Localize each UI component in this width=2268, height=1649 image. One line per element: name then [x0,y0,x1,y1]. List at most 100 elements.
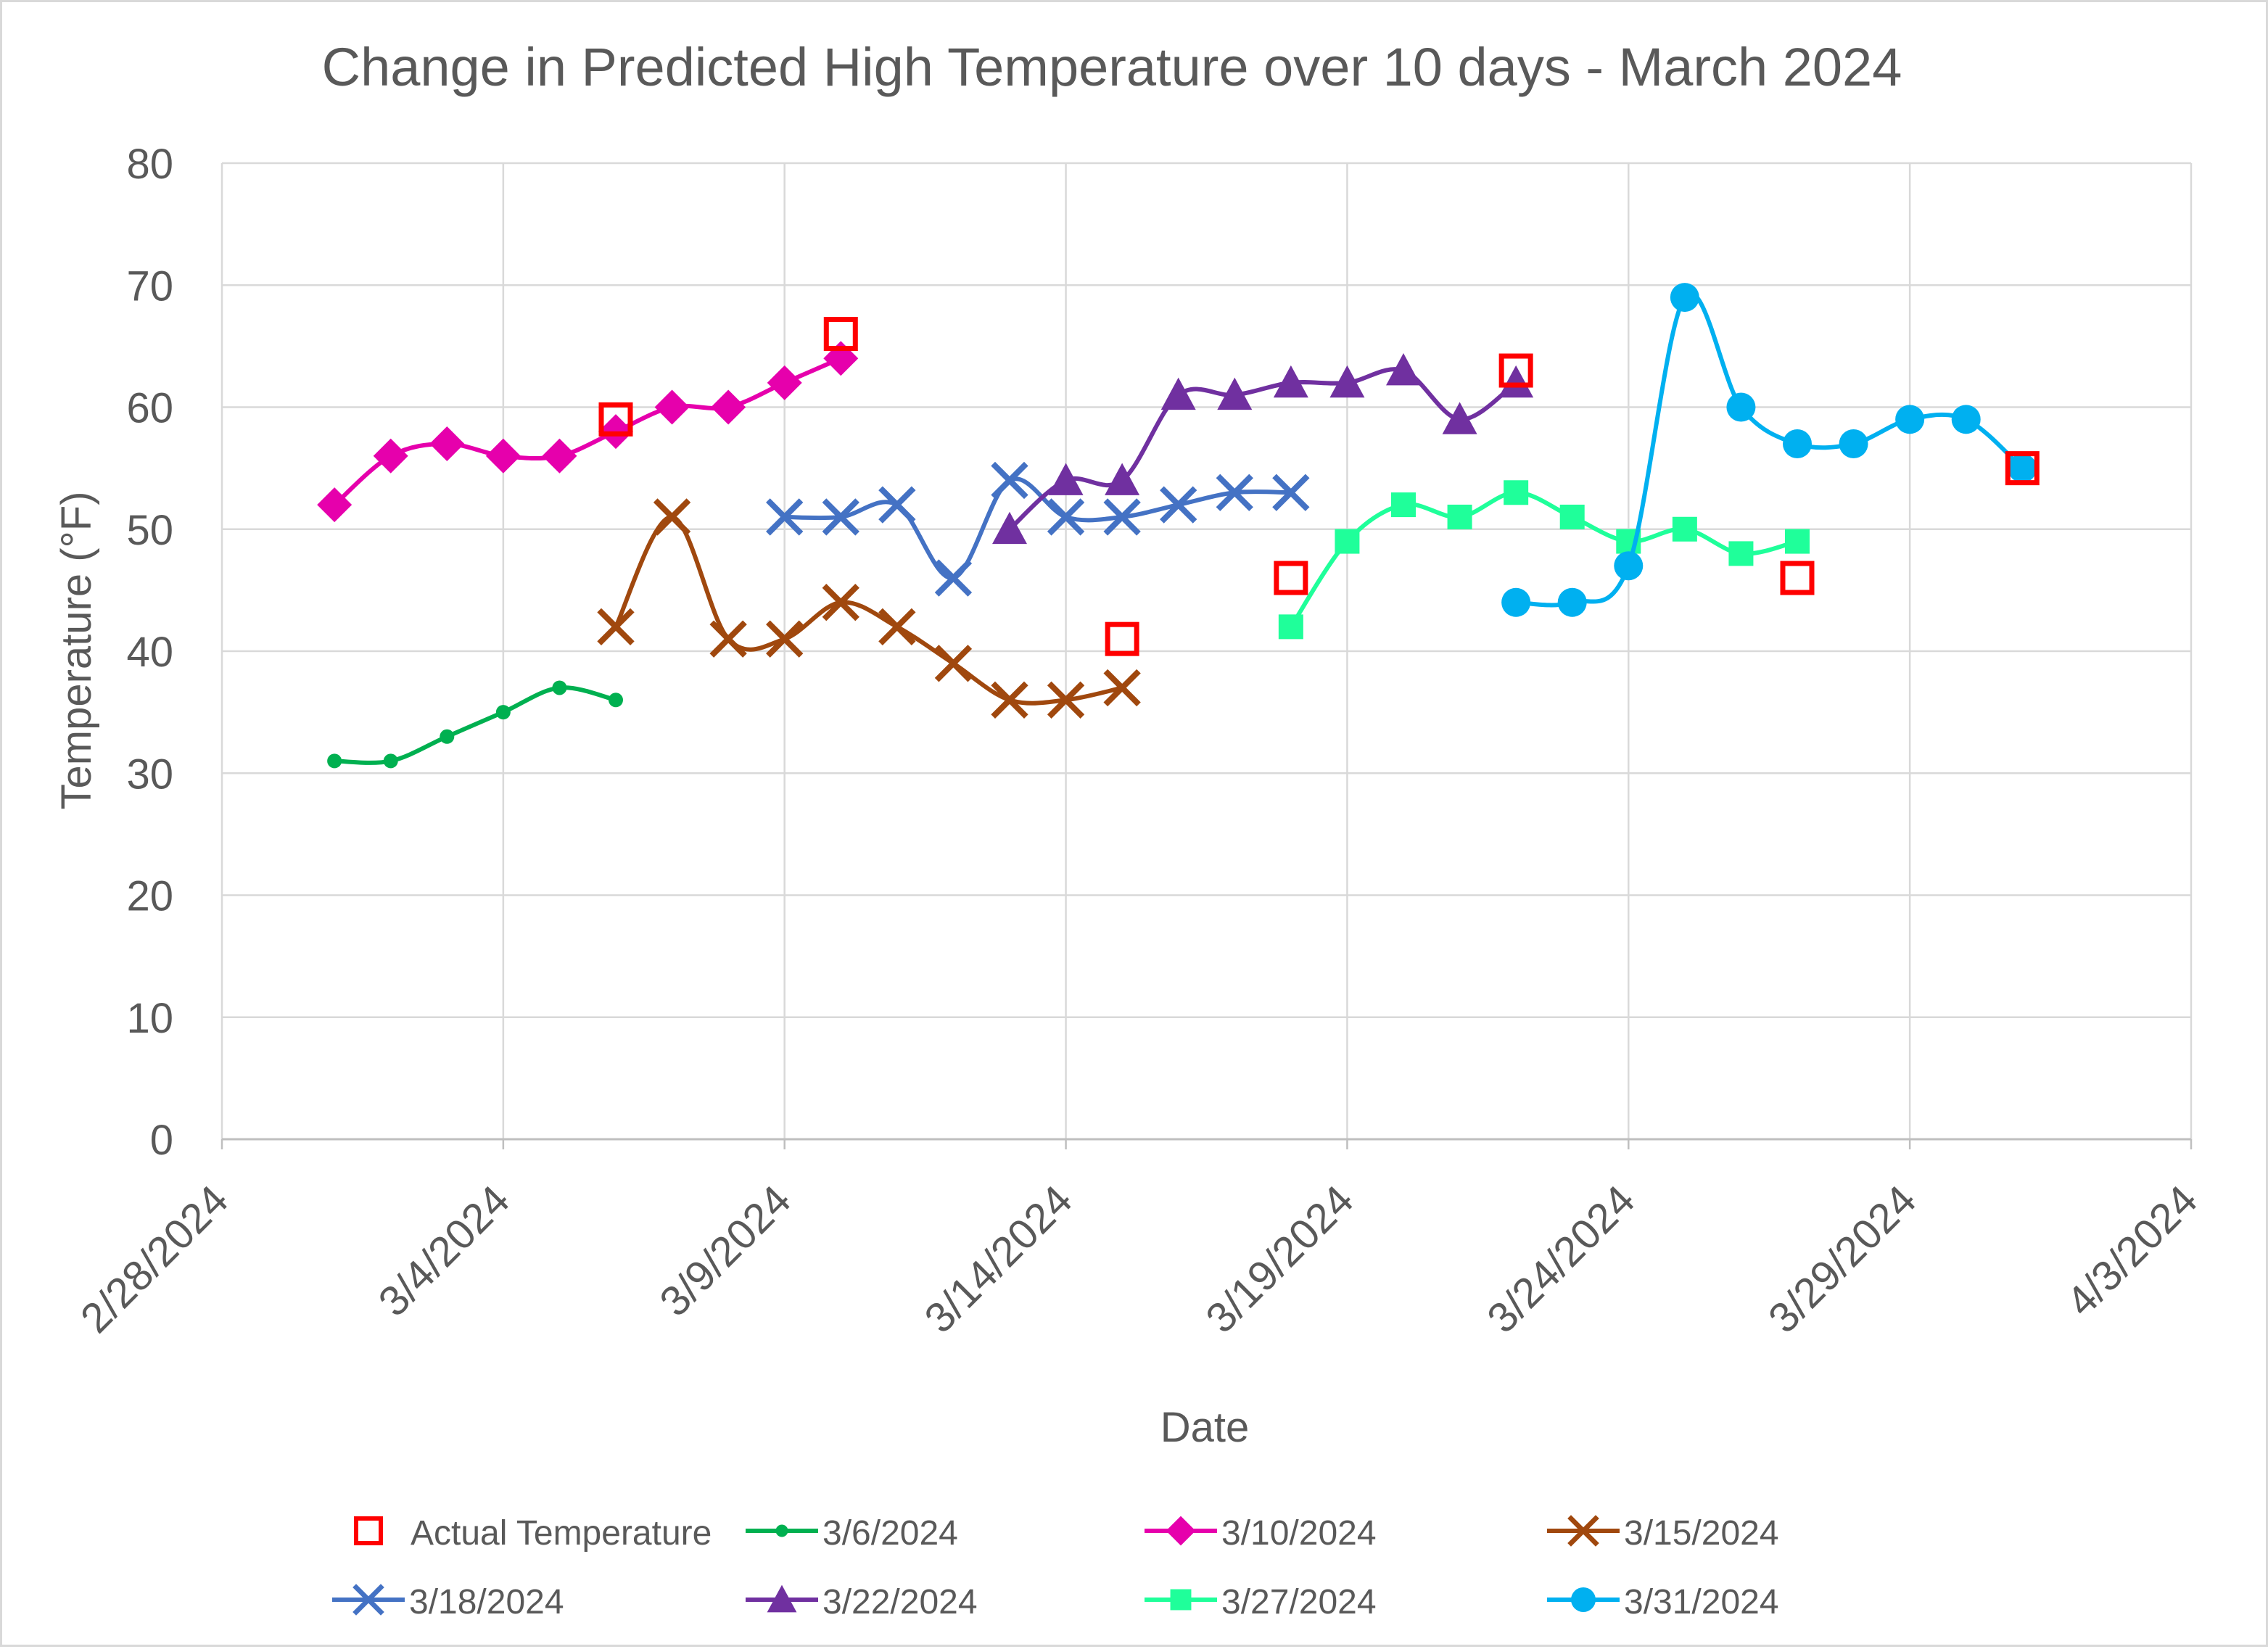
y-axis-label: Temperature (°F) [53,492,100,810]
legend-marker [1567,1515,1599,1547]
axes [220,1138,2193,1149]
data-point-3-22-2024 [1048,463,1084,495]
legend-item-3-6-2024: 3/6/2024 [746,1514,958,1553]
data-point-3-15-2024 [878,608,916,646]
data-point-3-18-2024 [878,486,916,524]
y-tick-label: 30 [126,751,173,798]
legend-marker [354,1516,383,1545]
legend-label: 3/27/2024 [1221,1583,1377,1621]
x-tick-label: 3/19/2024 [1197,1176,1362,1342]
legend-marker [767,1584,797,1613]
legend-item-3-10-2024: 3/10/2024 [1145,1514,1377,1553]
data-point-3-10-2024 [654,389,690,425]
legend-label: 3/18/2024 [409,1583,564,1621]
legend: Actual Temperature 3/6/2024 3/10/2024 3/15/… [332,1514,1779,1621]
data-point-3-31-2024 [1783,429,1812,458]
data-point-3-10-2024 [711,389,746,425]
y-tick-label: 70 [126,263,173,310]
grid [220,162,2193,1139]
x-tick-label: 2/28/2024 [72,1176,237,1342]
data-point-3-22-2024 [1386,353,1421,386]
data-point-3-18-2024 [991,461,1028,500]
data-point-3-22-2024 [1498,365,1534,398]
legend-label: 3/10/2024 [1221,1514,1377,1553]
series-3-27-2024 [1278,480,1810,640]
data-point-actual-temperature [2005,451,2040,486]
data-point-3-31-2024 [1557,587,1587,617]
legend-item-3-22-2024: 3/22/2024 [746,1583,978,1621]
data-point-3-27-2024 [1335,529,1360,554]
data-point-3-18-2024 [1216,474,1253,511]
data-point-3-22-2024 [1273,365,1308,398]
legend-item-3-27-2024: 3/27/2024 [1145,1583,1377,1621]
data-point-3-22-2024 [1105,463,1140,495]
data-point-3-15-2024 [991,681,1028,719]
data-point-3-22-2024 [1217,377,1253,410]
series-line-3-15-2024 [614,514,1123,706]
data-point-3-18-2024 [1272,474,1310,511]
legend-marker [1170,1589,1192,1611]
series-3-22-2024 [992,353,1534,545]
y-tick-label: 60 [126,385,173,432]
data-point-3-27-2024 [1672,516,1697,542]
x-axis-label: Date [1160,1404,1250,1451]
data-point-3-18-2024 [1103,498,1141,536]
x-tick-label: 3/29/2024 [1760,1176,1925,1342]
data-point-3-6-2024 [440,729,455,744]
legend-label: 3/31/2024 [1624,1583,1779,1621]
y-tick-label: 50 [126,507,173,554]
series-layer [317,283,2040,769]
data-point-3-18-2024 [766,498,804,536]
series-line-3-10-2024 [333,356,842,507]
data-point-3-22-2024 [1442,402,1477,434]
data-point-actual-temperature [1780,561,1815,595]
series-line-3-6-2024 [334,685,617,765]
data-point-actual-temperature [1105,621,1139,656]
data-point-3-15-2024 [597,608,635,646]
legend-item-3-15-2024: 3/15/2024 [1547,1514,1779,1553]
data-point-3-27-2024 [1278,614,1303,640]
data-point-3-31-2024 [1614,551,1644,581]
x-tick-label: 3/24/2024 [1478,1176,1644,1342]
data-point-3-6-2024 [383,753,398,769]
data-point-3-18-2024 [1160,486,1197,524]
data-point-actual-temperature [1498,353,1533,388]
data-point-actual-temperature [823,317,858,352]
data-point-3-18-2024 [1047,498,1085,536]
data-point-3-15-2024 [653,498,691,536]
data-point-3-27-2024 [1391,492,1416,518]
data-point-3-22-2024 [1329,365,1365,398]
data-point-3-31-2024 [1951,405,1981,434]
legend-marker [352,1584,384,1616]
y-tick-label: 10 [126,995,173,1042]
y-tick-labels: 0 10 20 30 40 50 60 70 80 [126,141,173,1164]
x-tick-label: 3/9/2024 [651,1176,800,1326]
data-point-3-31-2024 [1670,283,1699,313]
series-line-3-27-2024 [1289,490,1798,628]
data-point-3-27-2024 [1447,504,1472,529]
data-point-3-6-2024 [495,705,511,720]
data-point-3-10-2024 [373,438,408,474]
series-line-3-22-2024 [1007,367,1517,532]
data-point-3-27-2024 [1559,504,1585,529]
data-point-3-31-2024 [1726,392,1756,422]
data-point-3-10-2024 [542,438,577,474]
series-3-31-2024 [1501,283,2037,617]
legend-item-actual-temperature: Actual Temperature [354,1514,712,1553]
series-3-6-2024 [327,680,623,769]
legend-marker [775,1524,788,1537]
data-point-3-10-2024 [429,426,465,461]
legend-item-3-31-2024: 3/31/2024 [1547,1583,1779,1621]
data-point-3-15-2024 [766,620,804,658]
data-point-3-15-2024 [1047,681,1085,719]
data-point-3-31-2024 [2008,453,2037,483]
data-point-3-18-2024 [934,559,973,597]
chart-title: Change in Predicted High Temperature ove… [322,37,1902,97]
data-point-3-22-2024 [992,511,1027,545]
legend-label: 3/6/2024 [822,1514,958,1553]
legend-label: Actual Temperature [411,1514,712,1553]
series-line-3-31-2024 [1516,291,2024,608]
data-point-3-6-2024 [552,680,567,695]
data-point-3-18-2024 [822,498,859,536]
